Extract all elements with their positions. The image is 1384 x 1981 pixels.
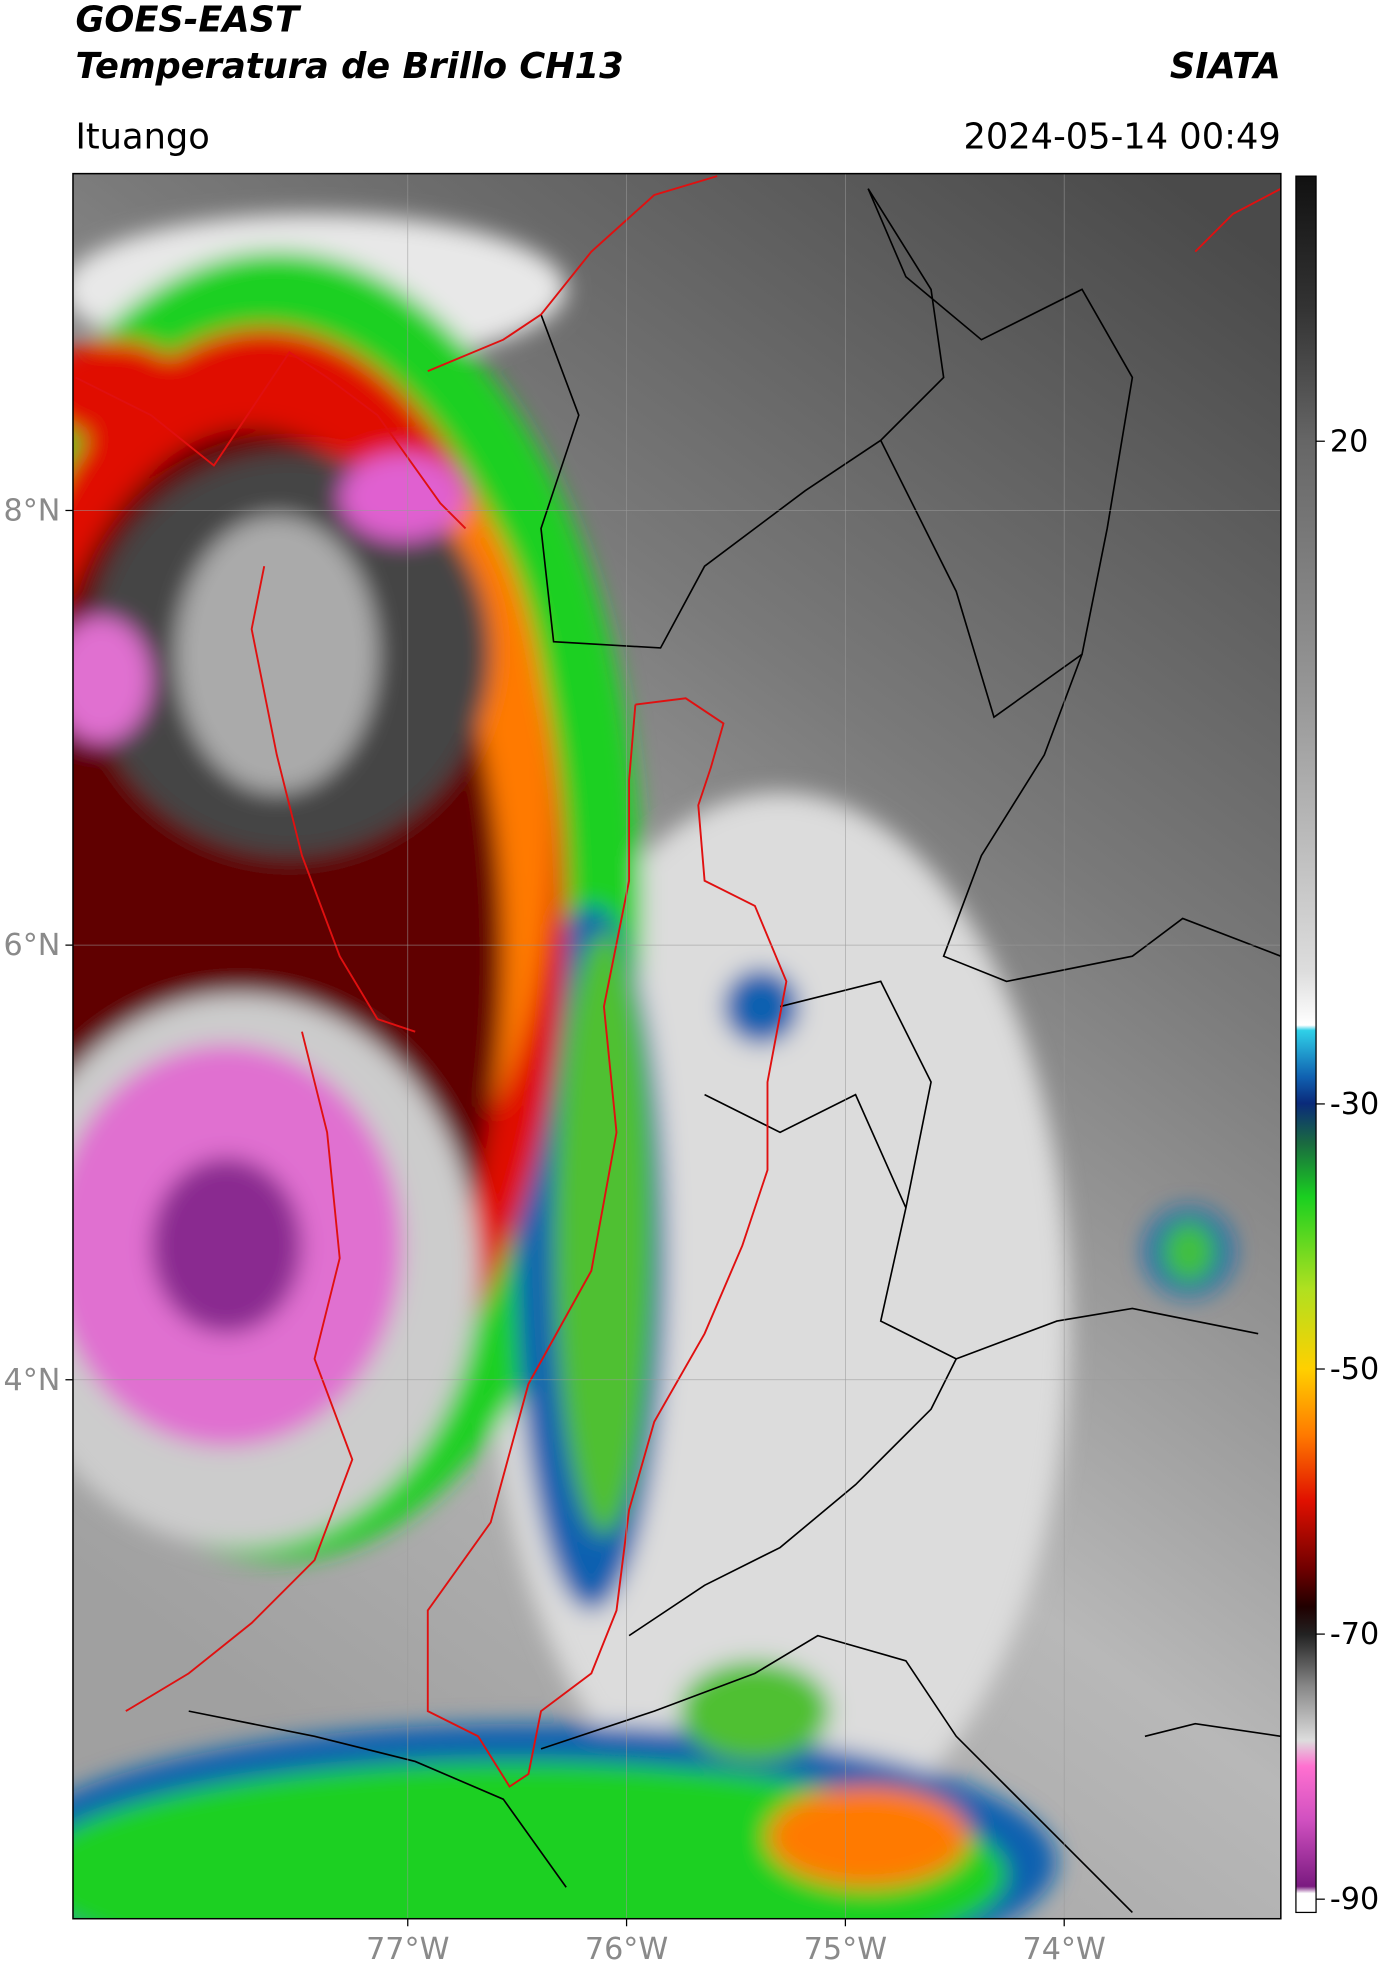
- subtitle: Temperatura de Brillo CH13: [75, 46, 623, 87]
- y-tick-label: 4°N: [4, 1363, 61, 1398]
- y-tick-label: 6°N: [4, 928, 61, 963]
- graticule: [72, 173, 1281, 1919]
- colorbar-tick-label: -90: [1330, 1882, 1379, 1917]
- datetime: 2024-05-14 00:49: [963, 116, 1280, 157]
- colorbar: [1295, 175, 1317, 1914]
- y-tick-label: 8°N: [4, 494, 61, 529]
- x-tick-label: 77°W: [366, 1932, 449, 1967]
- x-tick-label: 74°W: [1023, 1932, 1106, 1967]
- colorbar-tick-label: 20: [1330, 424, 1368, 459]
- brand: SIATA: [1170, 46, 1281, 87]
- colorbar-tick-label: -70: [1330, 1617, 1379, 1652]
- colorbar-tick-label: -30: [1330, 1087, 1379, 1122]
- colorbar-tick-label: -50: [1330, 1352, 1379, 1387]
- x-tick-label: 75°W: [804, 1932, 887, 1967]
- map-frame: [72, 172, 1282, 1920]
- title: GOES-EAST: [75, 0, 302, 40]
- x-tick-label: 76°W: [585, 1932, 668, 1967]
- satellite-image: [72, 173, 1281, 1919]
- location: Ituango: [75, 116, 209, 157]
